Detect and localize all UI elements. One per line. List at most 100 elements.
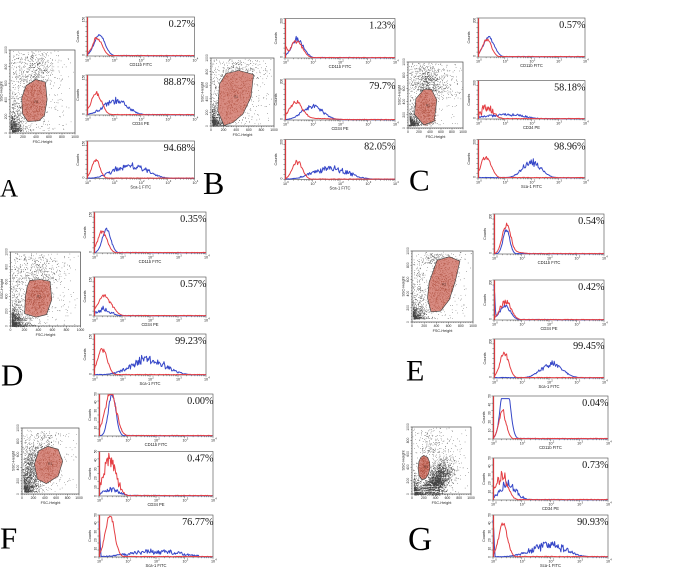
svg-text:200: 200	[279, 79, 283, 85]
svg-text:400: 400	[406, 464, 410, 470]
svg-text:1: 1	[524, 439, 526, 443]
svg-text:2: 2	[143, 56, 145, 60]
svg-text:1: 1	[116, 56, 118, 60]
svg-text:40: 40	[93, 458, 97, 462]
svg-text:10: 10	[393, 182, 397, 186]
svg-text:10: 10	[602, 256, 606, 260]
svg-text:88.87%: 88.87%	[164, 77, 196, 88]
svg-text:1: 1	[124, 253, 126, 257]
svg-text:Counts: Counts	[76, 30, 80, 42]
svg-text:10: 10	[211, 559, 215, 563]
svg-text:SSC-Height: SSC-Height	[398, 84, 402, 105]
svg-text:50: 50	[93, 392, 97, 396]
svg-text:800: 800	[449, 130, 455, 134]
svg-text:150: 150	[88, 277, 92, 283]
svg-text:1000: 1000	[402, 58, 406, 66]
svg-text:4: 4	[208, 375, 210, 379]
svg-text:0: 0	[96, 253, 98, 257]
svg-text:600: 600	[50, 328, 56, 332]
svg-text:10: 10	[176, 377, 180, 381]
svg-text:800: 800	[59, 135, 65, 139]
svg-text:0: 0	[487, 499, 491, 501]
svg-text:0: 0	[89, 179, 91, 183]
svg-text:0: 0	[480, 57, 482, 61]
svg-text:0.57%: 0.57%	[559, 20, 586, 31]
svg-text:800: 800	[259, 128, 265, 132]
svg-text:600: 600	[446, 324, 452, 328]
svg-text:1000: 1000	[75, 496, 83, 500]
svg-text:79.7%: 79.7%	[369, 81, 396, 92]
svg-text:200: 200	[22, 328, 28, 332]
svg-text:0: 0	[488, 318, 492, 320]
svg-text:1: 1	[130, 436, 132, 440]
svg-text:10: 10	[547, 256, 551, 260]
svg-text:10: 10	[125, 559, 129, 563]
svg-text:4: 4	[208, 253, 210, 257]
svg-text:10: 10	[520, 559, 524, 563]
svg-text:CD34 PE: CD34 PE	[523, 125, 540, 130]
svg-text:0: 0	[93, 495, 97, 497]
svg-text:600: 600	[406, 451, 410, 457]
svg-text:0.27%: 0.27%	[169, 19, 196, 30]
svg-text:10: 10	[120, 255, 124, 259]
svg-text:2: 2	[143, 179, 145, 183]
svg-text:20: 20	[93, 538, 97, 542]
svg-text:CD11b FITC: CD11b FITC	[139, 259, 162, 264]
svg-text:D: D	[1, 358, 23, 393]
svg-text:82.05%: 82.05%	[364, 142, 396, 153]
svg-text:3: 3	[582, 500, 584, 504]
svg-text:1: 1	[524, 378, 526, 382]
svg-text:0: 0	[488, 252, 492, 254]
svg-text:10: 10	[365, 182, 369, 186]
svg-text:1: 1	[507, 57, 509, 61]
svg-text:0: 0	[472, 55, 476, 57]
svg-text:E: E	[406, 355, 424, 388]
svg-text:Counts: Counts	[83, 290, 87, 302]
svg-text:10: 10	[93, 485, 97, 489]
svg-text:R1: R1	[442, 283, 446, 287]
svg-text:Counts: Counts	[483, 294, 487, 306]
svg-text:FSC-Height: FSC-Height	[233, 133, 254, 137]
svg-text:800: 800	[5, 264, 9, 270]
svg-text:Sca-1 FITC: Sca-1 FITC	[539, 384, 560, 389]
svg-text:30: 30	[487, 530, 491, 534]
svg-text:0: 0	[406, 493, 410, 495]
svg-text:800: 800	[456, 496, 462, 500]
svg-text:0: 0	[81, 176, 85, 178]
svg-text:0: 0	[81, 113, 85, 115]
svg-text:4: 4	[606, 378, 608, 382]
svg-text:Sca-1 FITC: Sca-1 FITC	[130, 184, 151, 189]
svg-text:10: 10	[393, 122, 397, 126]
svg-text:10: 10	[310, 182, 314, 186]
svg-text:2: 2	[158, 496, 160, 500]
svg-text:600: 600	[445, 496, 451, 500]
svg-text:R1: R1	[37, 295, 41, 299]
svg-text:10: 10	[283, 122, 287, 126]
svg-text:SSC-Height: SSC-Height	[0, 278, 4, 299]
svg-text:1: 1	[130, 557, 132, 561]
svg-text:CD11b FITC: CD11b FITC	[329, 64, 352, 69]
svg-text:0: 0	[88, 314, 92, 316]
svg-text:4: 4	[208, 316, 210, 320]
svg-text:0: 0	[88, 373, 92, 375]
svg-text:1: 1	[116, 179, 118, 183]
svg-text:10: 10	[125, 498, 129, 502]
svg-text:30: 30	[93, 530, 97, 534]
svg-text:200: 200	[406, 478, 410, 484]
svg-text:Sca-1 FITC: Sca-1 FITC	[140, 381, 161, 386]
svg-text:10: 10	[492, 322, 496, 326]
svg-text:10: 10	[148, 255, 152, 259]
svg-text:10: 10	[85, 117, 89, 121]
svg-text:10: 10	[182, 559, 186, 563]
svg-text:30: 30	[487, 411, 491, 415]
svg-text:800: 800	[402, 72, 406, 78]
svg-text:10: 10	[310, 60, 314, 64]
svg-text:98.96%: 98.96%	[554, 142, 586, 153]
svg-text:C: C	[409, 163, 430, 198]
svg-text:0: 0	[89, 56, 91, 60]
svg-text:0: 0	[21, 496, 23, 500]
svg-text:4: 4	[587, 178, 589, 182]
svg-text:0: 0	[472, 176, 476, 178]
svg-text:10: 10	[547, 380, 551, 384]
svg-text:10: 10	[338, 122, 342, 126]
